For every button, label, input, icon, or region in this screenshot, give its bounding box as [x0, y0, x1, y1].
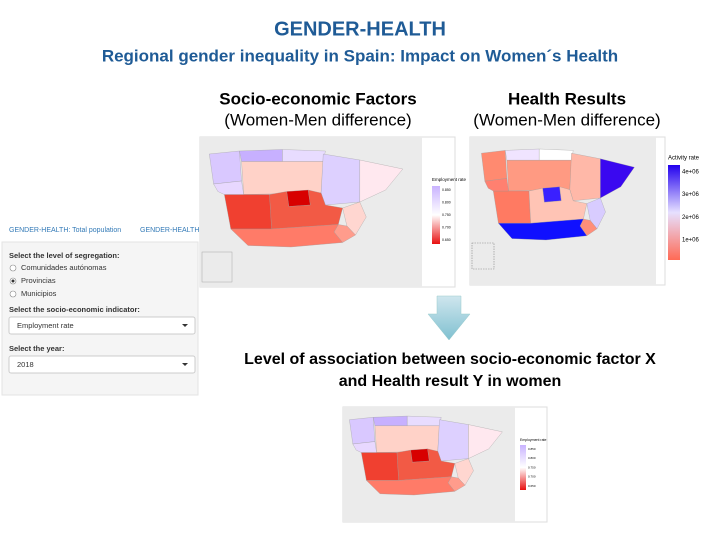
caret [182, 363, 188, 366]
select[interactable] [8, 355, 196, 374]
label: Select the level of segregation: [9, 251, 119, 260]
title: GENDER-HEALTH [274, 18, 446, 40]
map [349, 415, 503, 496]
select-value: Employment rate [17, 321, 74, 330]
panel-heading: and Health result Y in women [339, 373, 562, 390]
region [586, 197, 606, 230]
legend-tick-label: 0.850 [528, 447, 536, 451]
legend-tick-label: 0.650 [528, 484, 536, 488]
region [498, 218, 588, 241]
map [481, 148, 635, 241]
region [506, 160, 572, 192]
region [366, 476, 456, 496]
region [282, 149, 326, 162]
region [407, 415, 442, 426]
region [342, 201, 367, 236]
inset-box [471, 242, 495, 270]
region [481, 150, 508, 182]
region [349, 417, 376, 445]
legend-bar [668, 165, 680, 260]
region [213, 180, 244, 195]
radio-dot [11, 279, 15, 283]
legend-tick-label: 4e+06 [682, 170, 700, 176]
region [468, 424, 503, 459]
region [600, 158, 635, 199]
legend-tick-label: 1e+06 [682, 238, 700, 244]
legend-tick-label: 2e+06 [682, 215, 700, 221]
panel-subheading: (Women-Men difference) [473, 110, 660, 129]
panel-subheading: (Women-Men difference) [224, 110, 411, 129]
radio[interactable] [9, 264, 17, 272]
region [484, 178, 509, 192]
radio-label[interactable]: Provincias [21, 276, 56, 285]
region [359, 159, 404, 203]
region [493, 190, 531, 224]
legend-tick-label: 0.750 [442, 213, 451, 217]
legend-bar [520, 445, 526, 490]
map [209, 149, 404, 248]
subtitle: Regional gender inequality in Spain: Imp… [102, 46, 618, 65]
region [505, 148, 540, 161]
select-value: 2018 [17, 360, 34, 369]
region [209, 150, 242, 185]
legend-tick-label: 0.800 [528, 456, 536, 460]
label: Select the year: [9, 344, 64, 353]
legend-tick-label: 0.800 [442, 200, 451, 204]
legend-title: Employment rate [432, 177, 467, 182]
inset-box [201, 251, 233, 283]
legend-tick-label: 0.700 [528, 475, 536, 479]
region [373, 415, 408, 426]
sidebar: GENDER-HEALTH: Total population GENDER-H… [1, 227, 199, 396]
region [224, 194, 272, 230]
select[interactable] [8, 316, 196, 335]
radio-label[interactable]: Comunidades autónomas [21, 263, 107, 272]
region [361, 452, 399, 481]
region [437, 419, 469, 462]
region [374, 425, 440, 453]
tab[interactable]: GENDER-HEALTH: Total population [9, 227, 121, 234]
radio[interactable] [9, 290, 17, 298]
region [239, 149, 283, 162]
region [241, 161, 324, 195]
legend-title: Activity rate [668, 156, 700, 162]
label: Select the socio-economic indicator: [9, 305, 140, 314]
region [320, 153, 360, 206]
legend-tick-label: 0.650 [442, 238, 451, 242]
region [539, 148, 574, 161]
legend-tick-label: 0.850 [442, 188, 451, 192]
panel-heading: Level of association between socio-econo… [244, 351, 656, 368]
region [230, 224, 343, 248]
legend-tick-label: 0.700 [442, 225, 451, 229]
region [454, 458, 474, 486]
legend-tick-label: 3e+06 [682, 192, 700, 198]
tab[interactable]: GENDER-HEALTH [140, 227, 199, 234]
panel-heading: Socio-economic Factors [219, 89, 416, 108]
legend-tick-label: 0.750 [528, 465, 536, 469]
panel-heading: Health Results [508, 89, 626, 108]
region [569, 153, 601, 201]
region [352, 441, 377, 453]
arrow [427, 295, 471, 341]
radio-label[interactable]: Municipios [21, 289, 57, 298]
region [410, 448, 430, 463]
legend-bar [432, 186, 440, 244]
region [286, 189, 311, 207]
caret [182, 324, 188, 327]
region [542, 186, 562, 203]
legend-title: Employment rate [520, 438, 547, 442]
